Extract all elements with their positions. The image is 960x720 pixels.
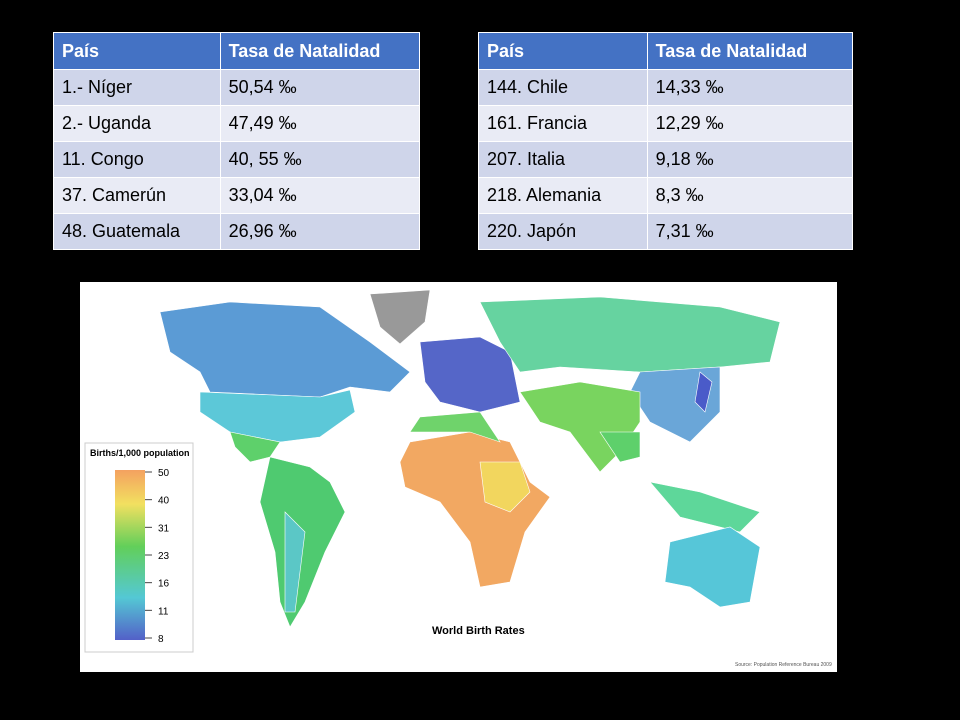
cell: 37. Camerún — [53, 177, 221, 214]
cell: 47,49 ‰ — [219, 105, 421, 142]
legend-title: Births/1,000 population — [90, 448, 190, 458]
cell: 26,96 ‰ — [219, 213, 421, 250]
cell: 12,29 ‰ — [646, 105, 854, 142]
cell: 48. Guatemala — [53, 213, 221, 250]
row: 144. Chile 14,33 ‰ — [478, 69, 854, 106]
header-cell: País — [53, 32, 221, 70]
header-row: País Tasa de Natalidad — [53, 32, 421, 70]
row: 2.- Uganda 47,49 ‰ — [53, 105, 421, 142]
legend-tick-label: 8 — [158, 634, 164, 645]
cell: 1.- Níger — [53, 69, 221, 106]
table-low: País Tasa de Natalidad 144. Chile 14,33 ‰ 16… — [478, 32, 854, 250]
legend-tick-label: 23 — [158, 551, 170, 562]
cell: 33,04 ‰ — [219, 177, 421, 214]
map-title: World Birth Rates — [432, 625, 525, 637]
legend-tick-label: 50 — [158, 468, 170, 479]
legend-tick-label: 16 — [158, 579, 170, 590]
header-row: País Tasa de Natalidad — [478, 32, 854, 70]
cell: 2.- Uganda — [53, 105, 221, 142]
legend-gradient — [115, 470, 145, 640]
cell: 11. Congo — [53, 141, 221, 178]
cell: 220. Japón — [478, 213, 648, 250]
cell: 14,33 ‰ — [646, 69, 854, 106]
row: 11. Congo 40, 55 ‰ — [53, 141, 421, 178]
cell: 50,54 ‰ — [219, 69, 421, 106]
row: 37. Camerún 33,04 ‰ — [53, 177, 421, 214]
table-high: País Tasa de Natalidad 1.- Níger 50,54 ‰ 2.-… — [53, 32, 421, 250]
cell: 161. Francia — [478, 105, 648, 142]
header-cell: Tasa de Natalidad — [646, 32, 854, 70]
legend-tick-label: 31 — [158, 523, 170, 534]
row: 1.- Níger 50,54 ‰ — [53, 69, 421, 106]
legend-tick-label: 40 — [158, 496, 170, 507]
legend-tick-label: 11 — [158, 606, 169, 617]
header-cell: País — [478, 32, 648, 70]
world-map: Births/1,000 population 50 40 31 23 16 11 8 Wo… — [80, 282, 837, 672]
cell: 144. Chile — [478, 69, 648, 106]
row: 48. Guatemala 26,96 ‰ — [53, 213, 421, 250]
cell: 218. Alemania — [478, 177, 648, 214]
cell: 8,3 ‰ — [646, 177, 854, 214]
row: 207. Italia 9,18 ‰ — [478, 141, 854, 178]
cell: 9,18 ‰ — [646, 141, 854, 178]
cell: 207. Italia — [478, 141, 648, 178]
cell: 40, 55 ‰ — [219, 141, 421, 178]
header-cell: Tasa de Natalidad — [219, 32, 421, 70]
continents — [159, 289, 781, 628]
map-source: Source: Population Reference Bureau 2009 — [735, 662, 832, 668]
row: 220. Japón 7,31 ‰ — [478, 213, 854, 250]
row: 161. Francia 12,29 ‰ — [478, 105, 854, 142]
row: 218. Alemania 8,3 ‰ — [478, 177, 854, 214]
cell: 7,31 ‰ — [646, 213, 854, 250]
